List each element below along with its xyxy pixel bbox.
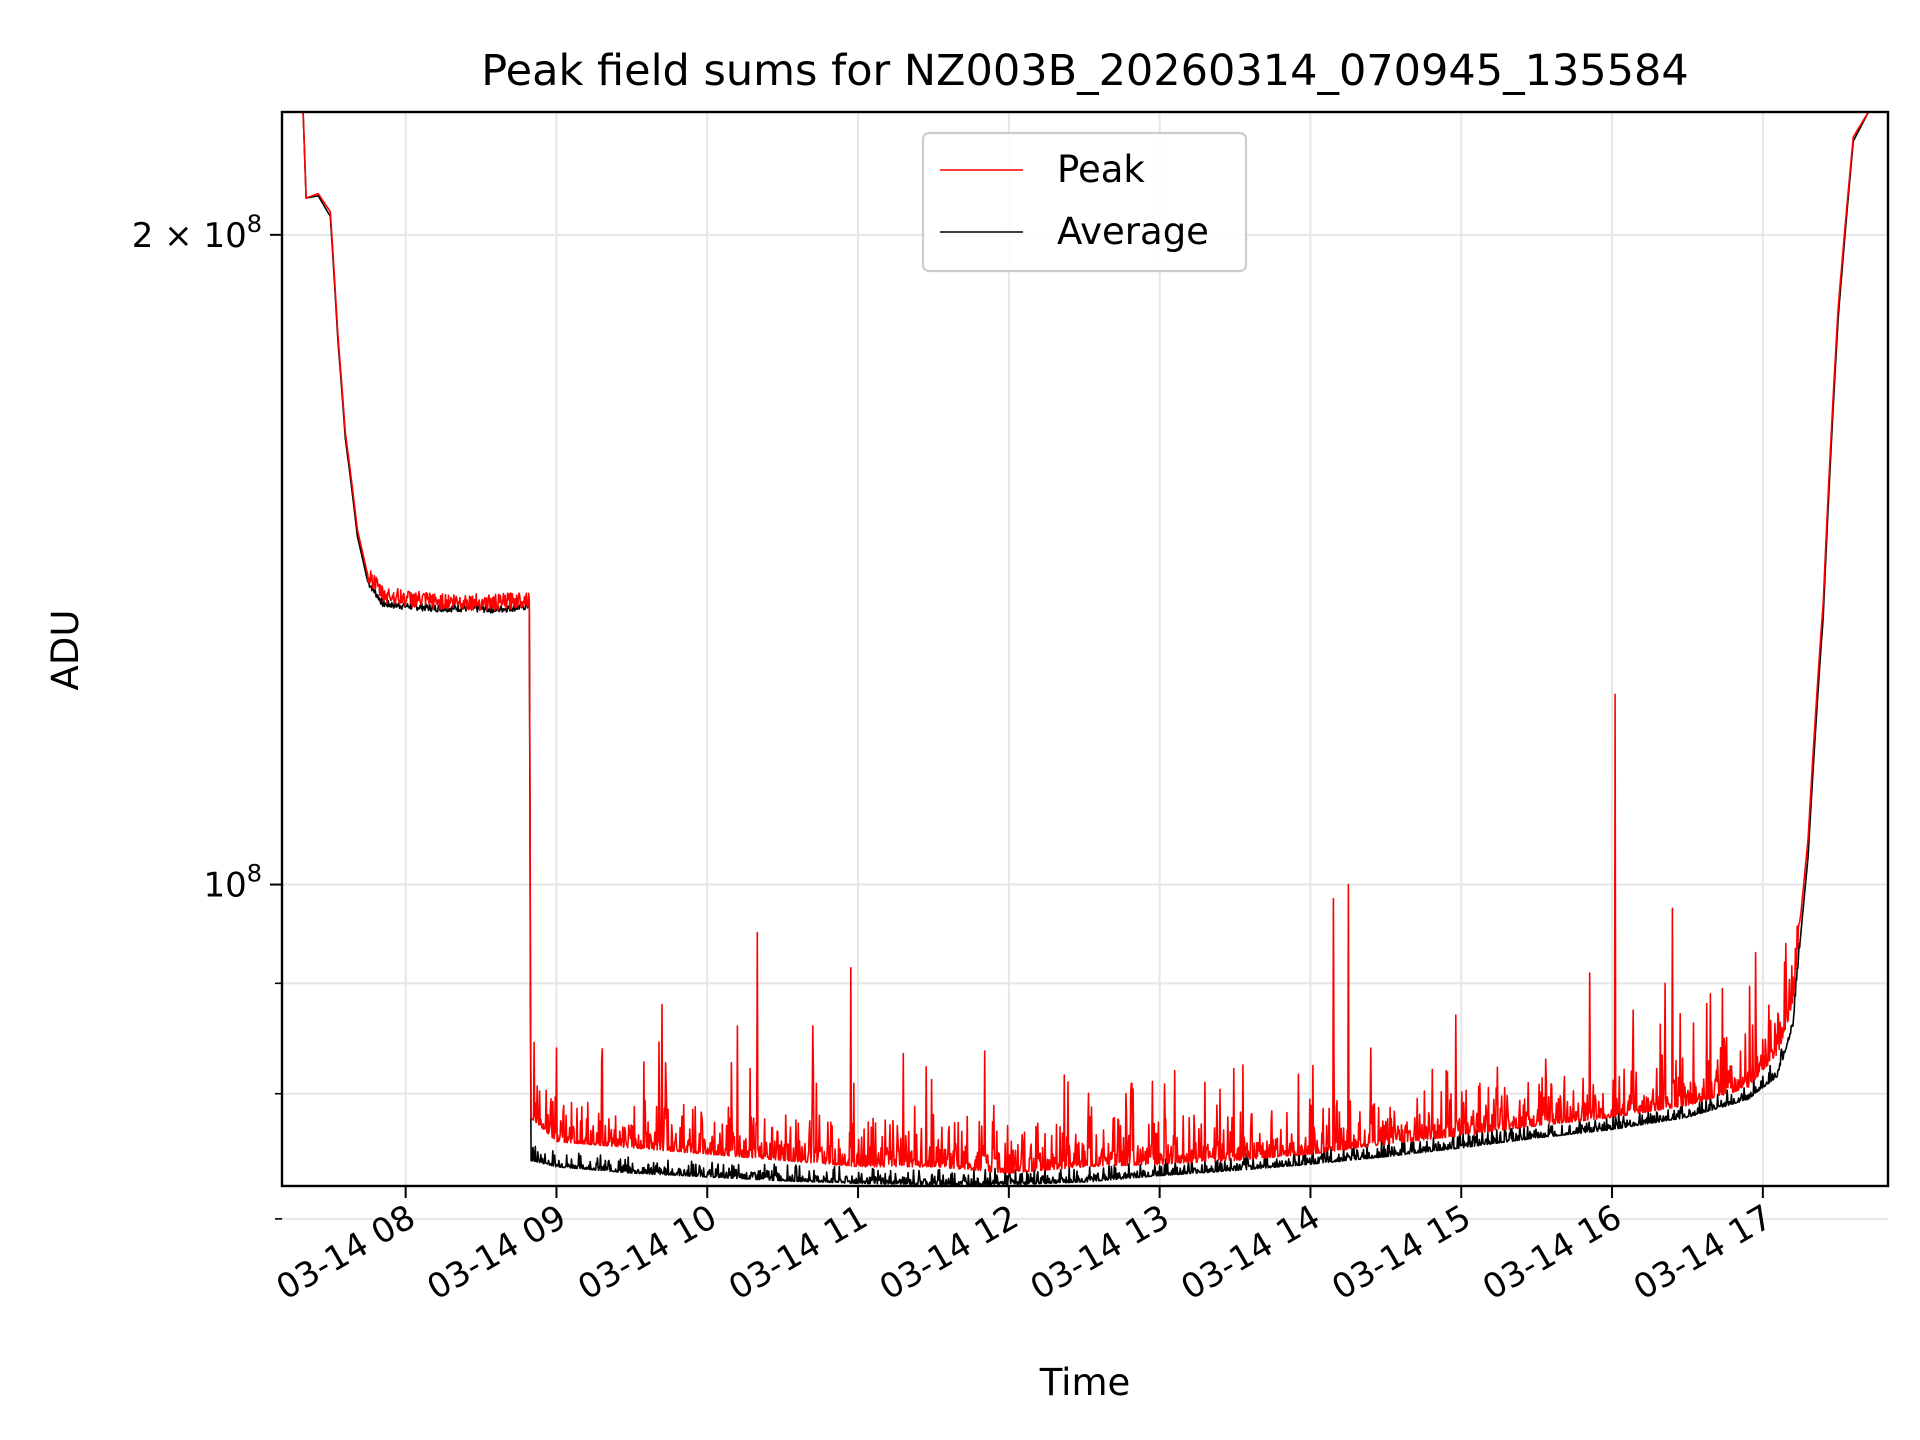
chart-title: Peak field sums for NZ003B_20260314_0709… <box>481 46 1689 96</box>
y-tick-label: 2 × 108 <box>132 210 262 256</box>
y-tick-base: 10 <box>203 866 246 906</box>
x-axis-label: Time <box>1039 1361 1131 1404</box>
legend-box <box>921 131 1248 273</box>
y-tick-exponent: 8 <box>247 210 262 238</box>
plot-frame <box>280 110 1890 1188</box>
y-tick-exponent: 8 <box>247 860 262 888</box>
y-axis-label: ADU <box>44 610 87 691</box>
legend-peak-label: Peak <box>1057 148 1145 191</box>
y-tick-label: 108 <box>203 860 262 906</box>
legend-average-label: Average <box>1057 210 1209 253</box>
y-tick-base: 2 × 10 <box>132 216 247 256</box>
series-layer <box>282 112 1888 1186</box>
average-series-line <box>282 112 1888 1186</box>
legend: Peak Average <box>921 131 1248 273</box>
peak-series-line <box>282 112 1888 1174</box>
